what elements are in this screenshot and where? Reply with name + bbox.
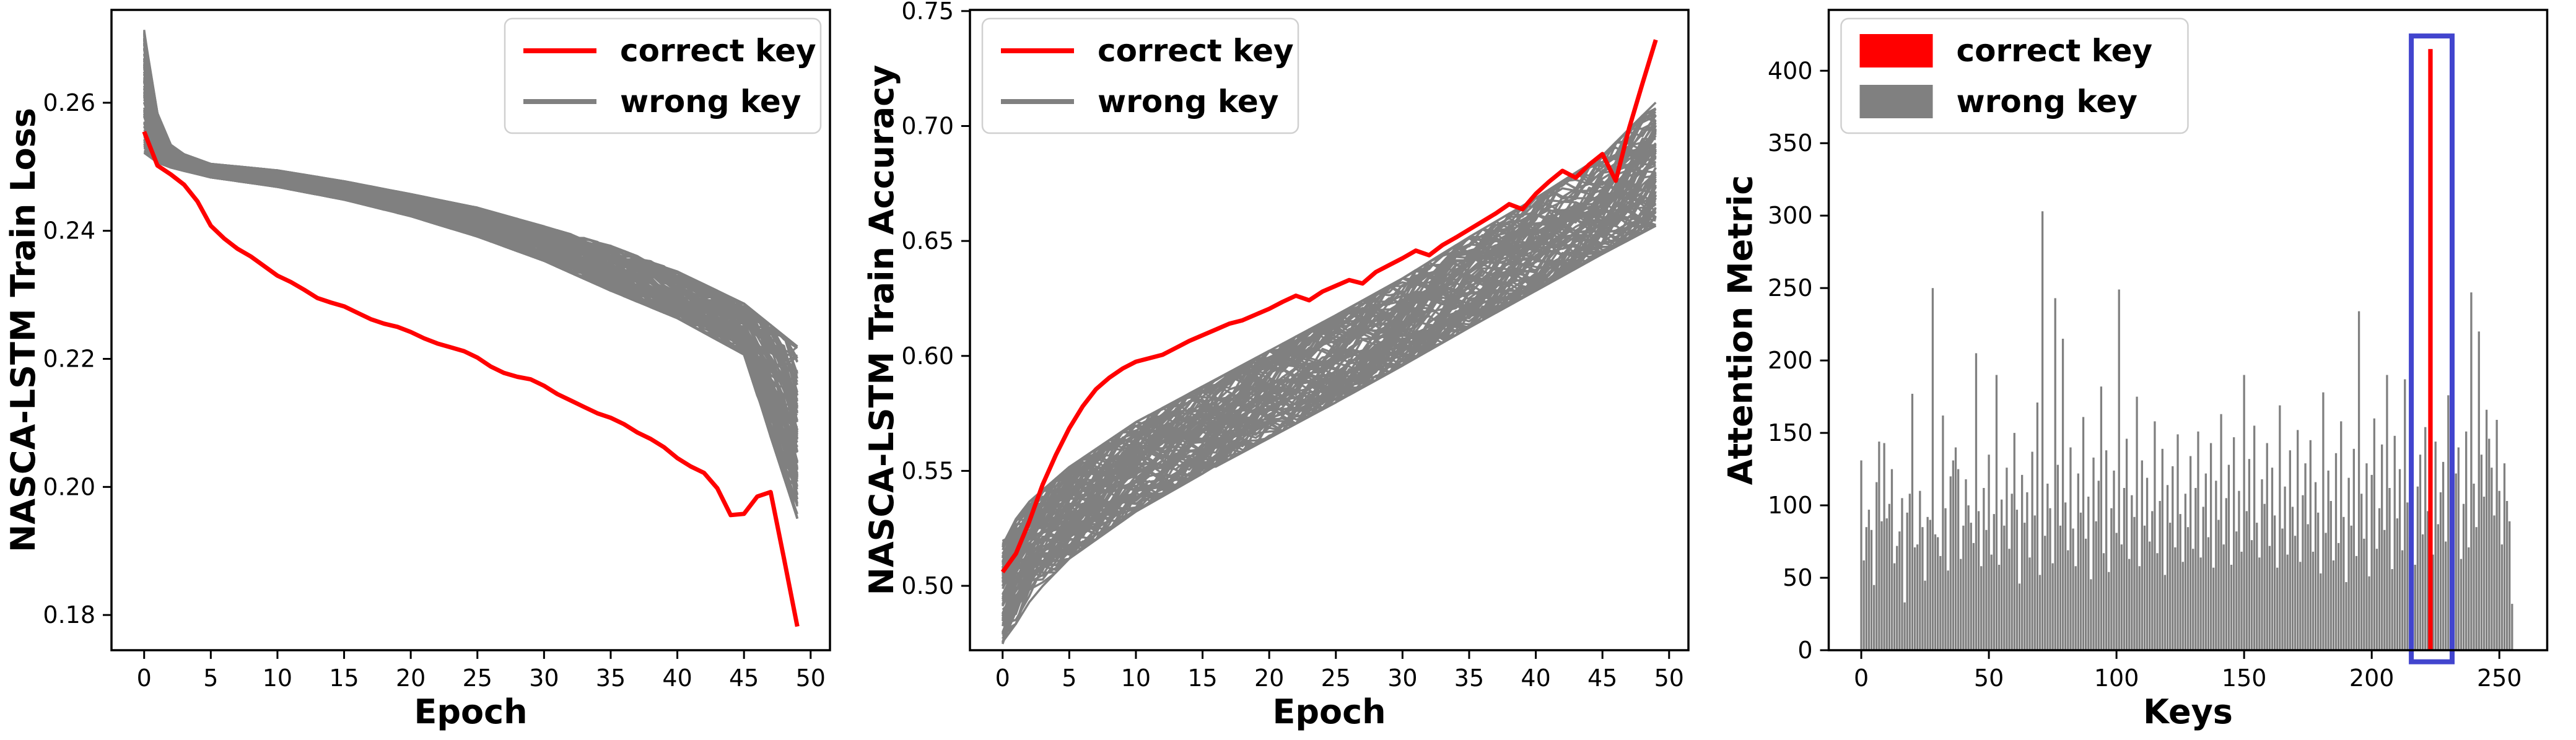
y-tick-label: 0 [1797,637,1812,664]
y-tick-label: 350 [1768,129,1813,157]
panel-train-loss: 0 5 10 15 20 25 30 35 40 45 50 0.18 0.20 0.22 0.24 0.26… [0,0,858,740]
y-tick-label: 0.65 [901,227,954,255]
tick-marks [103,102,812,659]
y-axis-label: NASCA-LSTM Train Accuracy [862,65,901,596]
train-accuracy-chart: 0 5 10 15 20 25 30 35 40 45 50 0.50 0.55 0.60 0.65 0.70… [858,0,1717,740]
axes-box [110,9,831,651]
y-tick-label: 250 [1768,274,1813,302]
x-tick-label: 30 [529,664,559,692]
axes-box [969,9,1690,651]
y-tick-label: 400 [1768,57,1813,84]
x-tick-label: 45 [729,664,759,692]
legend-label-wrong-key: wrong key [1098,84,1278,120]
x-tick-label: 20 [396,664,426,692]
x-tick-label: 50 [796,664,826,692]
x-tick-label: 5 [203,664,218,692]
y-tick-label: 100 [1768,492,1813,519]
y-tick-label: 0.18 [43,601,95,629]
correct-key-highlight-box [2409,33,2455,664]
legend-label-wrong-key: wrong key [620,84,801,120]
y-tick-label: 0.60 [901,342,954,370]
x-axis-label: Epoch [414,692,527,731]
tick-labels: 0 5 10 15 20 25 30 35 40 45 50 0.50 0.55 0.60 0.65 0.70… [901,0,1684,692]
legend-label-correct-key: correct key [1957,33,2153,69]
y-tick-label: 0.22 [43,346,95,373]
x-tick-label: 200 [2349,664,2395,692]
y-axis-label: NASCA-LSTM Train Loss [4,108,43,552]
x-axis-label: Epoch [1272,692,1386,731]
correct-key-legend-swatch [1859,34,1933,67]
correct-key-line [142,131,800,627]
x-tick-label: 10 [1121,664,1151,692]
y-tick-label: 0.24 [43,217,95,245]
y-tick-label: 0.70 [901,112,954,139]
y-axis-label: Attention Metric [1721,175,1760,485]
x-tick-label: 5 [1062,664,1076,692]
x-tick-label: 35 [596,664,626,692]
y-tick-label: 0.26 [43,89,95,116]
tick-labels: 0 50 100 150 200 250 0 50 100 150 200 250 300 350 400 [1768,57,2522,692]
x-tick-label: 25 [463,664,492,692]
x-tick-label: 250 [2477,664,2522,692]
axes-box [1827,9,2549,651]
x-tick-label: 30 [1387,664,1417,692]
wrong-key-lines [1002,102,1657,645]
train-loss-chart: 0 5 10 15 20 25 30 35 40 45 50 0.18 0.20 0.22 0.24 0.26… [0,0,858,740]
y-tick-label: 0.20 [43,473,95,500]
legend-label-wrong-key: wrong key [1957,84,2137,120]
attention-metric-chart: 0 50 100 150 200 250 0 50 100 150 200 250 300 350 400 K… [1717,0,2576,740]
y-tick-label: 0.50 [901,572,954,599]
tick-marks [961,10,1670,659]
y-tick-label: 200 [1768,347,1813,374]
y-tick-label: 300 [1768,202,1813,229]
x-tick-label: 20 [1254,664,1284,692]
x-tick-label: 150 [2222,664,2267,692]
x-tick-label: 15 [329,664,359,692]
panel-attention-metric: 0 50 100 150 200 250 0 50 100 150 200 250 300 350 400 K… [1717,0,2576,740]
legend-label-correct-key: correct key [620,33,816,69]
tick-labels: 0 5 10 15 20 25 30 35 40 45 50 0.18 0.20 0.22 0.24 0.26 [43,89,826,692]
legend: correct key wrong key [504,17,822,134]
correct-key-bar [2428,49,2433,650]
y-tick-label: 0.55 [901,457,954,484]
wrong-key-legend-swatch [1859,85,1933,118]
correct-key-line [1000,39,1658,573]
panel-train-accuracy: 0 5 10 15 20 25 30 35 40 45 50 0.50 0.55 0.60 0.65 0.70… [858,0,1717,740]
x-tick-label: 100 [2094,664,2139,692]
x-tick-label: 25 [1321,664,1351,692]
y-tick-label: 50 [1783,564,1812,591]
x-tick-label: 45 [1587,664,1617,692]
x-tick-label: 50 [1654,664,1684,692]
legend: correct key wrong key [981,17,1299,134]
x-tick-label: 50 [1974,664,2004,692]
x-tick-label: 40 [1521,664,1550,692]
x-tick-label: 0 [1854,664,1869,692]
x-tick-label: 10 [263,664,292,692]
x-tick-label: 0 [137,664,152,692]
wrong-key-bars [1860,211,2513,651]
x-tick-label: 40 [662,664,692,692]
x-axis-label: Keys [2143,692,2233,731]
wrong-key-lines [142,30,799,519]
legend-label-correct-key: correct key [1098,33,1294,69]
y-tick-label: 150 [1768,419,1813,446]
tick-marks [1820,69,2500,659]
x-tick-label: 15 [1187,664,1217,692]
legend: correct key wrong key [1840,17,2189,134]
x-tick-label: 0 [995,664,1010,692]
y-tick-label: 0.75 [901,0,954,25]
x-tick-label: 35 [1454,664,1484,692]
